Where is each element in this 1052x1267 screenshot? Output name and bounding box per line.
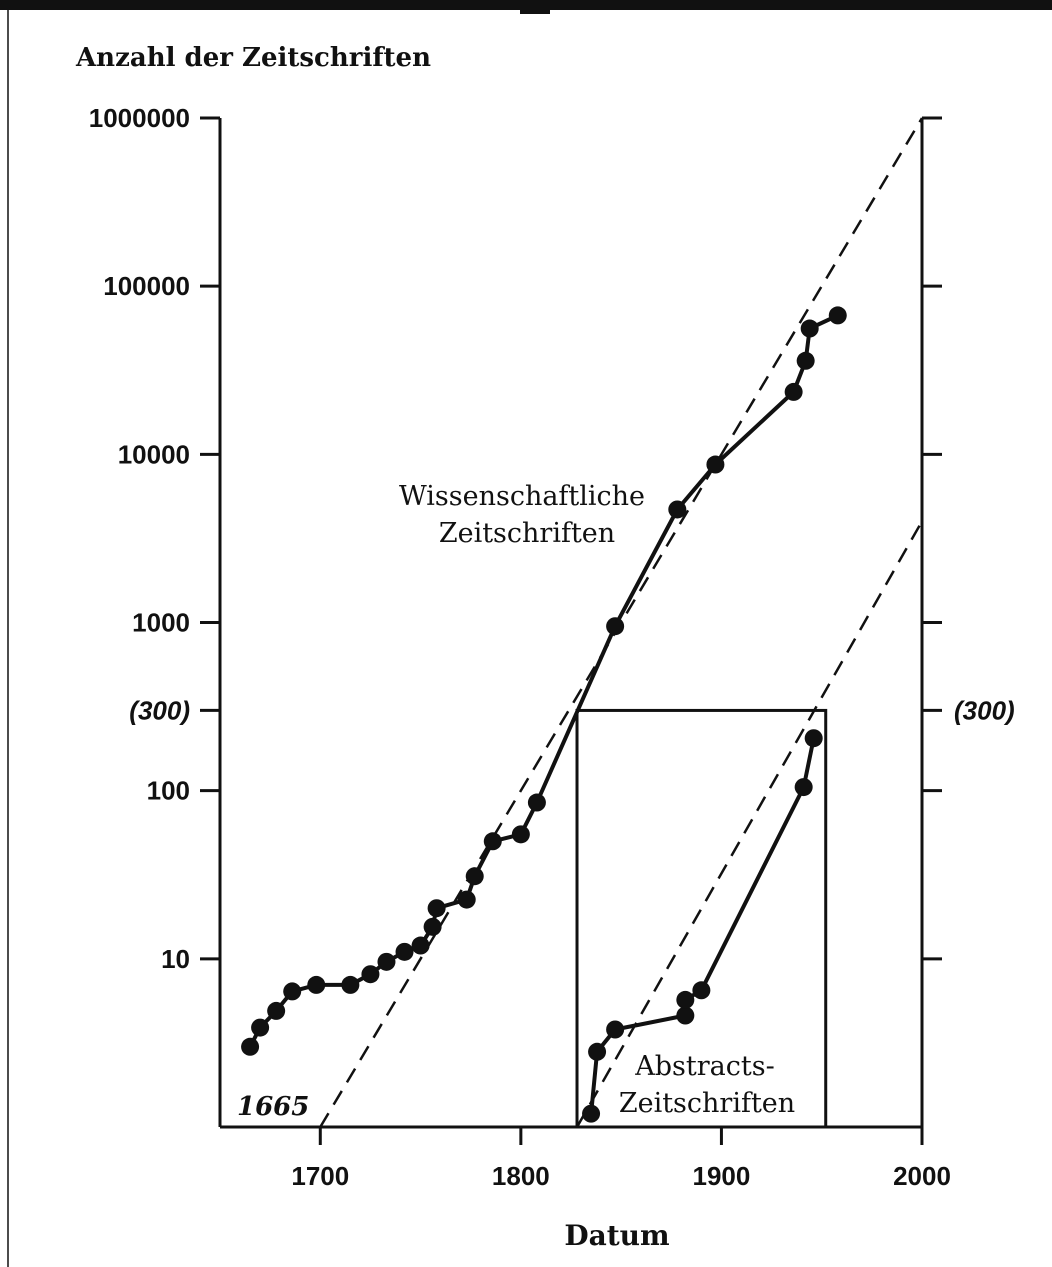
start-year-annotation: 1665 [237, 1092, 309, 1122]
series-1-point-0 [582, 1104, 601, 1123]
series-0-point-5 [341, 975, 360, 994]
series-0-point-11 [427, 899, 446, 918]
series-0-point-13 [465, 867, 484, 886]
top-notch [520, 0, 550, 14]
box-rect [575, 708, 828, 1129]
y-tick-label-3: 1000 [132, 608, 190, 638]
x-axis-title: Datum [564, 1219, 669, 1252]
series-1-point-5 [692, 981, 711, 1000]
series-0-point-23 [828, 306, 847, 325]
series-1-point-7 [804, 729, 823, 748]
series-0-point-15 [511, 825, 530, 844]
series-0-point-16 [527, 793, 546, 812]
series-0-point-0 [241, 1037, 260, 1056]
series-label-abstracts-line1: Abstracts- [634, 1051, 774, 1082]
x-tick-label-3: 2000 [893, 1161, 951, 1191]
x-tick-label-1: 1800 [492, 1161, 550, 1191]
data-series [241, 306, 847, 1123]
series-0-point-6 [361, 965, 380, 984]
comparison-box [575, 708, 828, 1129]
right-tick-label: (300) [954, 695, 1015, 725]
series-0-point-10 [423, 917, 442, 936]
series-0-point-18 [668, 500, 687, 519]
series-label-scientific-line2: Zeitschriften [439, 518, 615, 549]
series-1-point-6 [794, 778, 813, 797]
y-tick-label-1: 100000 [103, 271, 190, 301]
series-0-point-8 [395, 942, 414, 961]
x-tick-label-2: 1900 [693, 1161, 751, 1191]
series-label-scientific-line1: Wissenschaftliche [399, 481, 645, 512]
series-0-point-4 [307, 975, 326, 994]
y-tick-label-0: 1000000 [89, 103, 190, 133]
x-tick-label-0: 1700 [291, 1161, 349, 1191]
series-0-point-19 [706, 455, 725, 474]
series-0-point-3 [283, 982, 302, 1001]
series-0-point-9 [411, 936, 430, 955]
series-0-point-1 [251, 1018, 270, 1037]
series-0-point-12 [457, 890, 476, 909]
series-0-point-2 [267, 1001, 286, 1020]
series-0-point-20 [784, 382, 803, 401]
y-axis-title: Anzahl der Zeitschriften [75, 43, 431, 73]
series-0-point-21 [796, 351, 815, 370]
axes-layer: 1000000 100000 10000 1000 (300) 100 10 (300) 170… [89, 103, 1015, 1191]
series-1-point-3 [676, 1006, 695, 1025]
series-0-line [248, 313, 839, 1048]
series-1-point-2 [606, 1020, 625, 1039]
series-1-point-4 [676, 990, 695, 1009]
y-tick-label-2: 10000 [118, 439, 190, 469]
series-0-point-22 [800, 319, 819, 338]
series-0-point-17 [606, 617, 625, 636]
y-tick-label-4: (300) [129, 695, 190, 725]
y-tick-label-5: 100 [147, 776, 190, 806]
series-1-point-1 [588, 1042, 607, 1061]
series-label-abstracts-line2: Zeitschriften [619, 1088, 795, 1119]
series-0-point-14 [483, 832, 502, 851]
series-0-point-7 [377, 952, 396, 971]
y-tick-label-6: 10 [161, 944, 190, 974]
